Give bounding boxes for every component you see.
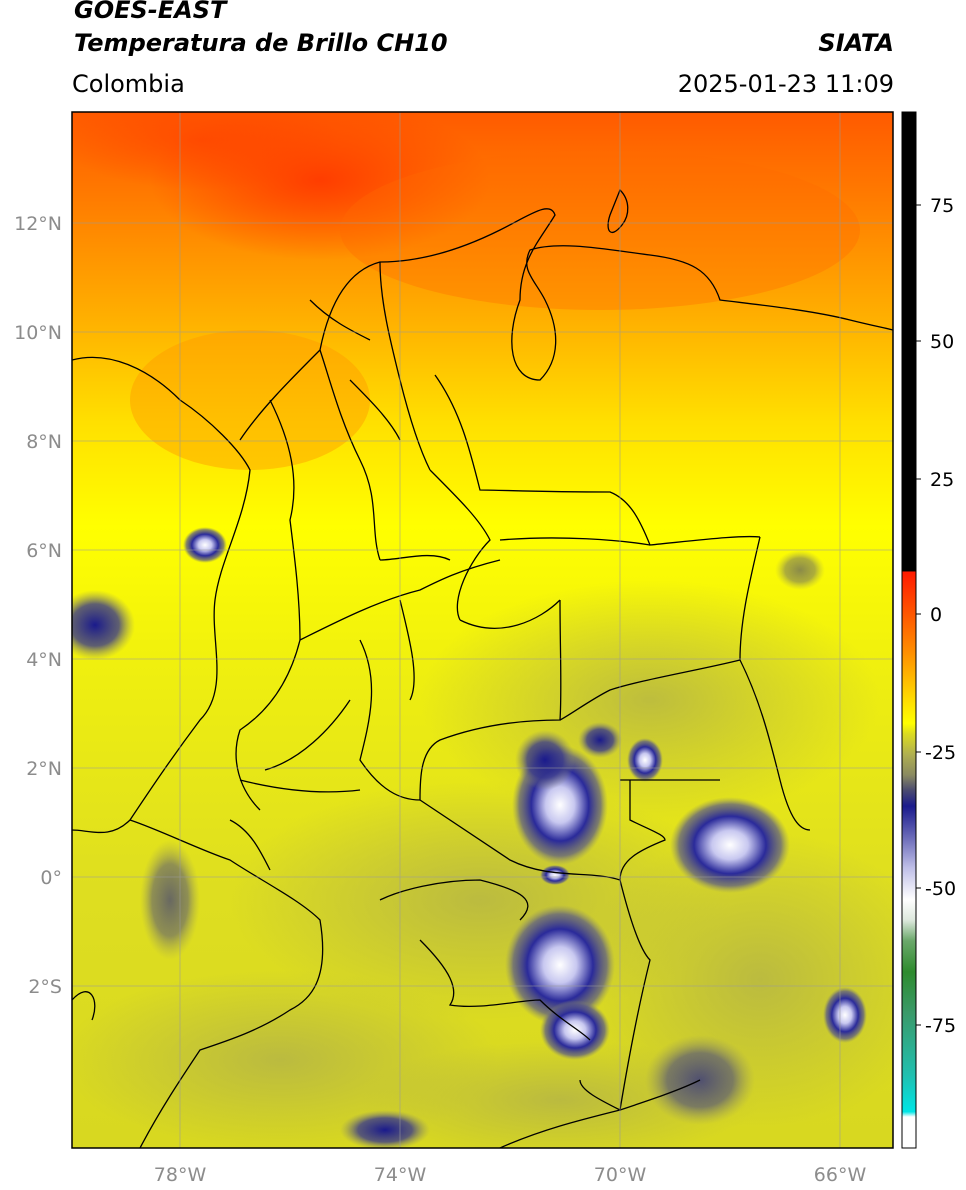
colorbar-tick-label: -75: [925, 1015, 956, 1037]
lat-tick-label: 2°N: [26, 758, 62, 780]
lat-tick-label: 4°N: [26, 649, 62, 671]
lat-tick-label: 6°N: [26, 540, 62, 562]
lon-tick-label: 70°W: [594, 1164, 647, 1186]
lat-tick-label: 0°: [40, 867, 62, 889]
colorbar-tick-label: 0: [930, 604, 942, 626]
map-frame: [71, 111, 894, 1149]
lon-tick-label: 78°W: [154, 1164, 207, 1186]
colorbar-tick-label: 25: [930, 469, 954, 491]
lon-tick-labels: 78°W 74°W 70°W 66°W: [154, 1164, 867, 1186]
colorbar-tick-label: 75: [930, 195, 954, 217]
datetime-label: 2025-01-23 11:09: [677, 70, 894, 98]
colorbar: 75 50 25 0 -25 -50 -75: [901, 111, 956, 1149]
lat-tick-label: 2°S: [28, 976, 62, 998]
graticule: [72, 112, 893, 1148]
colorbar-tick-label: -50: [925, 878, 956, 900]
agency-label: SIATA: [818, 29, 894, 57]
lon-tick-label: 66°W: [814, 1164, 867, 1186]
lat-tick-label: 8°N: [26, 431, 62, 453]
lon-tick-label: 74°W: [374, 1164, 427, 1186]
lat-tick-label: 10°N: [14, 322, 62, 344]
lat-tick-label: 12°N: [14, 213, 62, 235]
lat-tick-labels: 12°N 10°N 8°N 6°N 4°N 2°N 0° 2°S: [14, 213, 62, 998]
colorbar-tick-label: 50: [930, 331, 954, 353]
product-title: Temperatura de Brillo CH10: [74, 29, 448, 57]
region-label: Colombia: [72, 70, 185, 98]
colorbar-tick-label: -25: [925, 742, 956, 764]
satellite-title: GOES-EAST: [74, 0, 227, 24]
